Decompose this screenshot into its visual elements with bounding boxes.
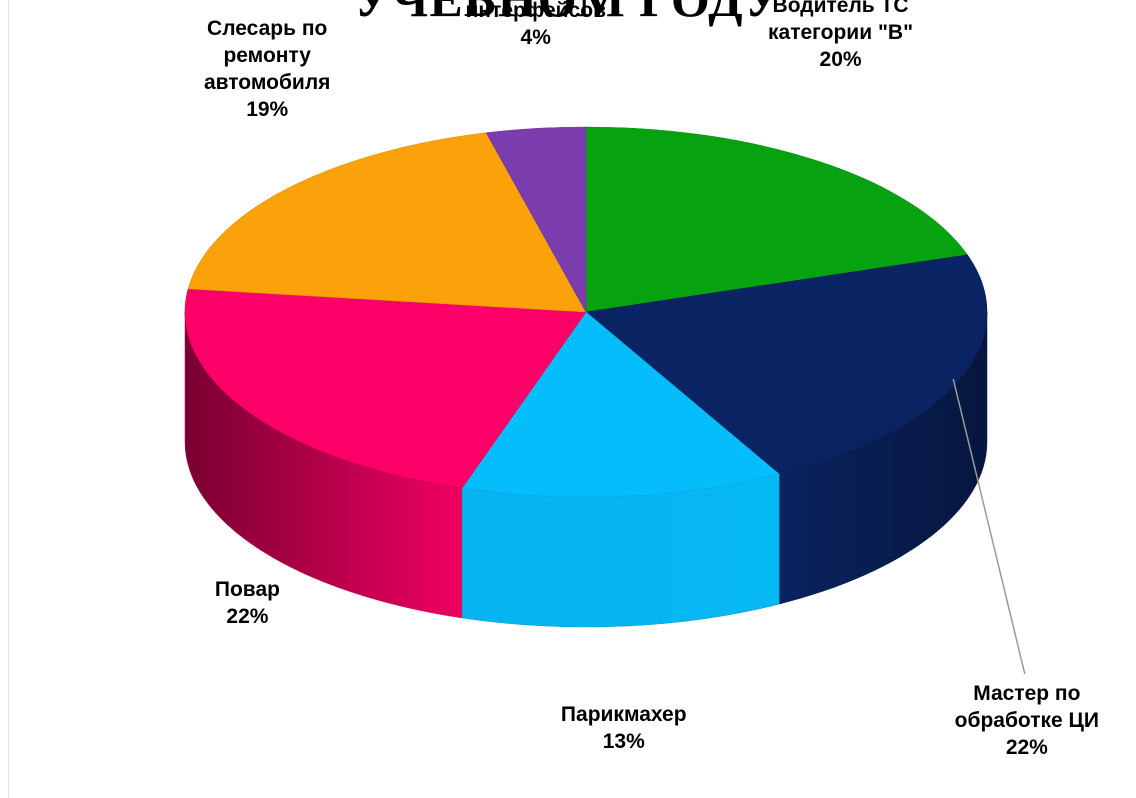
data-label-1: Мастер по обработке ЦИ 22% [917,680,1136,761]
data-label-percent: 19% [246,97,289,121]
data-label-line: Повар [214,578,280,602]
data-label-3: Повар 22% [137,576,357,630]
data-label-percent: 13% [602,730,645,754]
data-label-line: категории "В" [768,21,914,45]
data-label-0: Водитель ТС категории "В" 20% [731,0,951,73]
chart-title: УЧЕБНОМ ГОДУ [0,0,1136,28]
data-label-line: Водитель ТС [772,0,909,18]
pie-slice-0 [585,126,968,313]
pie-slice-2 [461,311,780,498]
data-label-line: интерфейсов [465,0,606,23]
data-label-line: Мастер по [973,682,1081,706]
data-label-percent: 22% [226,605,269,629]
data-label-line: обработке ЦИ [954,709,1099,733]
pie-slice-1 [585,254,988,475]
slide-edge-line [8,0,9,798]
leader-line-1 [952,378,1026,675]
data-label-percent: 4% [520,26,551,50]
pie-slice-side-2 [461,473,780,628]
pie-slice-5 [485,126,587,314]
data-label-line: Парикмахер [560,703,687,727]
data-label-line: Слесарь по [207,16,328,40]
pie-slice-4 [187,132,587,313]
data-label-percent: 20% [819,48,862,72]
data-label-5: Дизайнграфическихинтерфейсов4% [426,0,646,51]
data-label-percent: 22% [1005,736,1048,760]
data-label-line: ремонту [223,43,311,67]
data-label-4: Слесарь по ремонту автомобиля 19% [157,15,377,123]
data-label-2: Парикмахер 13% [514,701,734,755]
pie-slice-3 [184,288,587,489]
data-label-line: автомобиля [203,70,331,94]
